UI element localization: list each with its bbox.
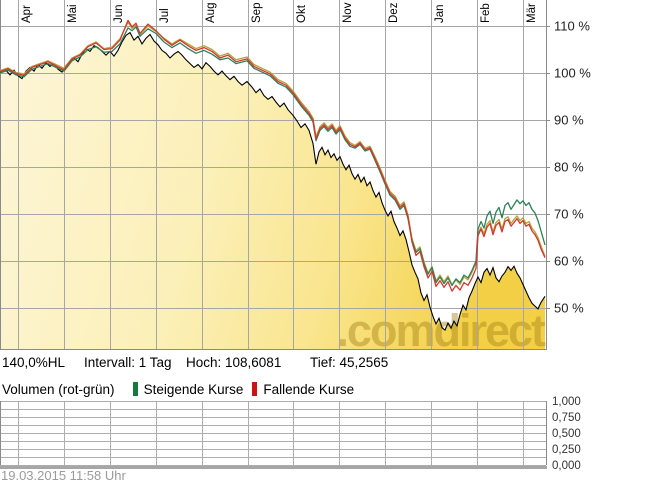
grid (0, 0, 550, 349)
rising-courses-marker-icon (132, 382, 138, 396)
y-axis-percent-label: 60 % (554, 254, 584, 269)
volume-axis-label: 0,000 (552, 460, 581, 472)
volume-legend-bar: Volumen (rot-grün) Steigende Kurse Falle… (2, 381, 354, 397)
main-series-area (0, 32, 545, 349)
volume-axis-label: 0,250 (552, 444, 581, 456)
high-label: Hoch: 108,6081 (186, 355, 282, 370)
comdirect-watermark-logo: .comdirect (336, 305, 546, 356)
volume-title: Volumen (rot-grün) (2, 381, 115, 397)
low-label: Tief: 45,2565 (310, 355, 389, 370)
x-axis-month-label: Feb (480, 3, 492, 23)
y-axis-percent-label: 70 % (554, 207, 584, 222)
x-axis-month-label: Sep (251, 3, 263, 23)
volume-panel-bottom-shadow (0, 466, 547, 469)
volume-axis-label: 0,750 (552, 412, 581, 424)
x-axis-month-label: Mai (67, 4, 79, 23)
volume-panel-grid (0, 401, 546, 466)
y-axis-percent-label: 80 % (554, 160, 584, 175)
main-series-line (0, 31, 546, 331)
comparison-red-series-line (0, 19, 546, 292)
x-axis-month-label: Okt (296, 4, 308, 23)
x-axis-month-label: Jan (434, 4, 446, 23)
volume-axis-label: 0,500 (552, 428, 581, 440)
falling-courses-marker-icon (252, 382, 258, 396)
plot-border (0, 0, 547, 350)
interval-label: Intervall: 1 Tag (84, 355, 172, 370)
volume-panel-border (0, 401, 547, 465)
rising-courses-label: Steigende Kurse (143, 381, 244, 397)
comparison-olive-series-line (0, 21, 546, 286)
y-axis-percent-label: 100 % (554, 66, 591, 81)
chart-info-bar: 140,0%HL Intervall: 1 Tag Hoch: 108,6081… (0, 355, 645, 373)
x-axis-month-label: Jun (113, 4, 125, 23)
x-axis-month-label: Jul (159, 8, 171, 23)
chart-timestamp: 19.03.2015 11:58 Uhr (1, 468, 126, 483)
x-axis-month-label: Apr (21, 5, 33, 23)
falling-courses-label: Fallende Kurse (263, 381, 355, 397)
y-axis-percent-label: 50 % (554, 301, 584, 316)
comparison-green-series-line (0, 26, 546, 287)
y-axis-percent-label: 90 % (554, 113, 584, 128)
scale-label: 140,0%HL (2, 355, 66, 370)
x-axis-month-label: Nov (342, 2, 354, 23)
y-axis-percent-label: 110 % (554, 19, 590, 34)
x-axis-month-label: Aug (205, 3, 217, 23)
x-axis-month-label: Mär (526, 3, 538, 23)
x-axis-month-label: Dez (388, 2, 400, 23)
volume-axis-label: 1,000 (552, 396, 581, 408)
